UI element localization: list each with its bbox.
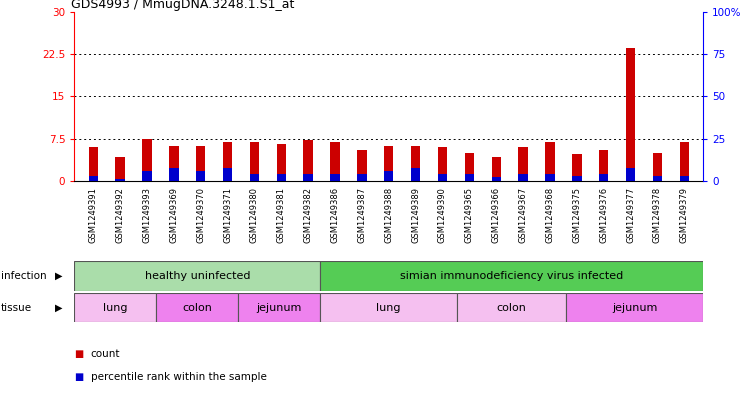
Bar	[238, 293, 321, 322]
Bar	[330, 174, 340, 181]
Bar	[626, 48, 635, 181]
Bar	[169, 146, 179, 181]
Bar	[74, 261, 321, 291]
Bar	[566, 293, 703, 322]
Bar	[652, 176, 662, 181]
Bar	[330, 143, 340, 181]
Text: ■: ■	[74, 349, 83, 359]
Text: tissue: tissue	[1, 303, 32, 312]
Text: lung: lung	[103, 303, 128, 312]
Text: simian immunodeficiency virus infected: simian immunodeficiency virus infected	[400, 271, 623, 281]
Bar	[142, 171, 152, 181]
Bar	[599, 174, 609, 181]
Bar	[572, 176, 582, 181]
Bar	[196, 146, 205, 181]
Bar	[321, 261, 703, 291]
Text: colon: colon	[497, 303, 527, 312]
Bar	[304, 174, 312, 181]
Bar	[250, 174, 259, 181]
Text: ▶: ▶	[55, 303, 62, 312]
Bar	[465, 174, 474, 181]
Text: jejunum: jejunum	[257, 303, 302, 312]
Bar	[223, 168, 232, 181]
Text: infection: infection	[1, 271, 46, 281]
Bar	[411, 168, 420, 181]
Bar	[545, 174, 554, 181]
Bar	[492, 177, 501, 181]
Text: healthy uninfected: healthy uninfected	[144, 271, 250, 281]
Text: lung: lung	[376, 303, 401, 312]
Bar	[89, 147, 98, 181]
Text: ■: ■	[74, 372, 83, 382]
Bar	[652, 152, 662, 181]
Bar	[384, 146, 394, 181]
Bar	[626, 168, 635, 181]
Bar	[457, 293, 566, 322]
Bar	[357, 150, 367, 181]
Bar	[384, 171, 394, 181]
Bar	[169, 168, 179, 181]
Bar	[679, 143, 689, 181]
Bar	[357, 174, 367, 181]
Bar	[679, 176, 689, 181]
Bar	[115, 178, 125, 181]
Bar	[223, 143, 232, 181]
Bar	[545, 143, 554, 181]
Bar	[519, 147, 527, 181]
Bar	[465, 152, 474, 181]
Bar	[89, 176, 98, 181]
Text: ▶: ▶	[55, 271, 62, 281]
Bar	[519, 174, 527, 181]
Bar	[277, 144, 286, 181]
Bar	[572, 154, 582, 181]
Bar	[411, 146, 420, 181]
Bar	[142, 138, 152, 181]
Text: count: count	[91, 349, 121, 359]
Bar	[74, 293, 156, 322]
Bar	[304, 140, 312, 181]
Bar	[437, 174, 447, 181]
Text: jejunum: jejunum	[612, 303, 658, 312]
Bar	[250, 143, 259, 181]
Bar	[156, 293, 238, 322]
Bar	[277, 174, 286, 181]
Bar	[196, 171, 205, 181]
Bar	[437, 147, 447, 181]
Text: percentile rank within the sample: percentile rank within the sample	[91, 372, 266, 382]
Text: GDS4993 / MmugDNA.3248.1.S1_at: GDS4993 / MmugDNA.3248.1.S1_at	[71, 0, 295, 11]
Text: colon: colon	[182, 303, 212, 312]
Bar	[115, 157, 125, 181]
Bar	[599, 150, 609, 181]
Bar	[321, 293, 457, 322]
Bar	[492, 157, 501, 181]
